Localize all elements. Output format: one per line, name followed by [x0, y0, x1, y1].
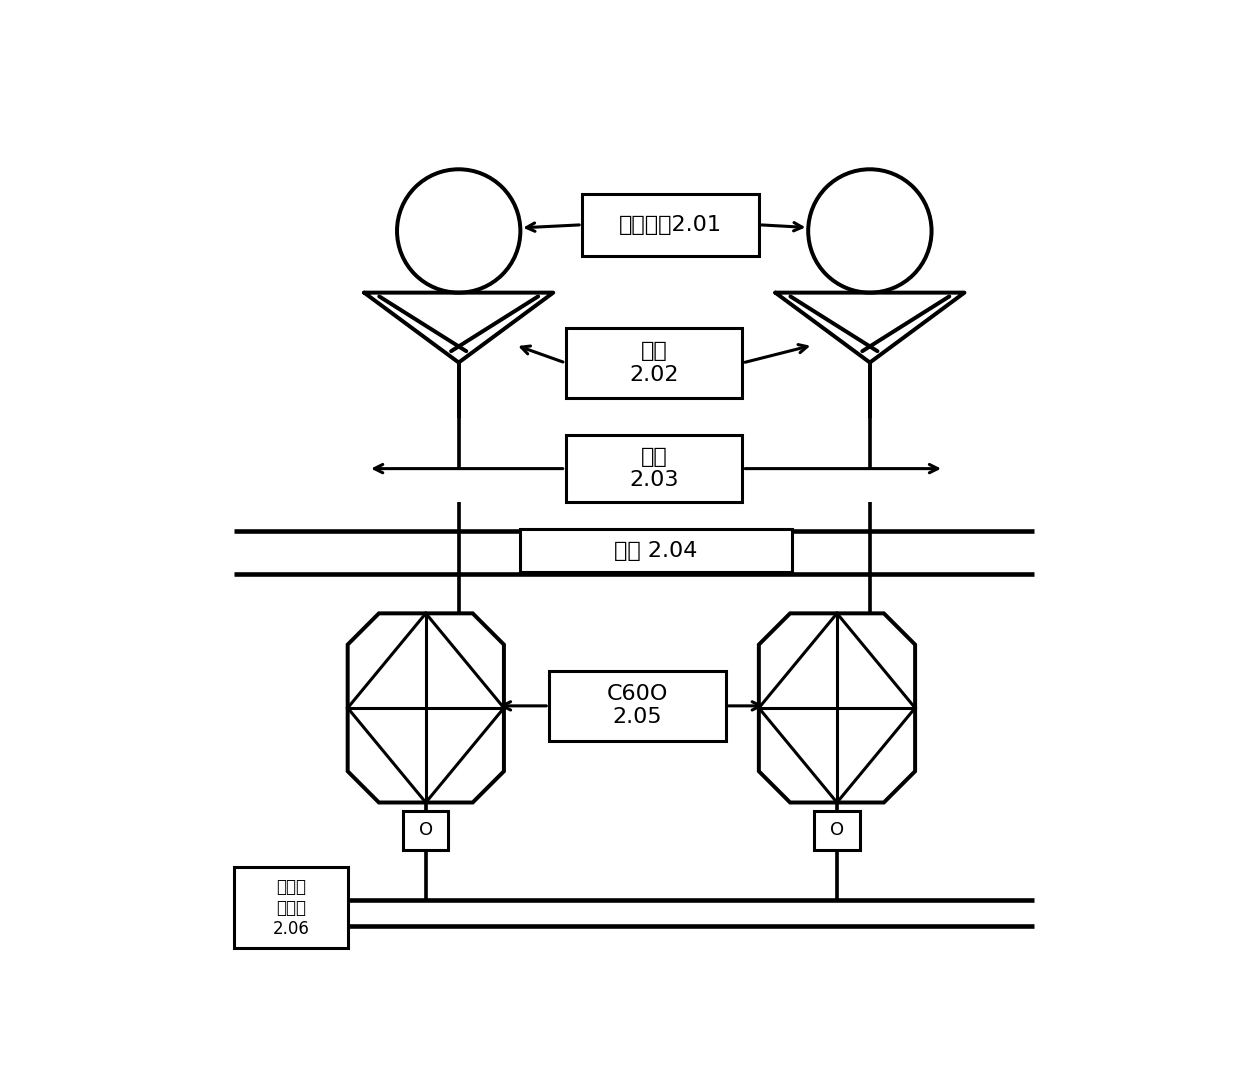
- Bar: [582, 194, 759, 255]
- Circle shape: [397, 169, 521, 293]
- Text: C60O
2.05: C60O 2.05: [606, 685, 668, 727]
- Bar: [403, 811, 449, 850]
- Text: 抗原
2.02: 抗原 2.02: [629, 342, 678, 384]
- Bar: [565, 328, 743, 398]
- Text: 移植片
固定模
2.06: 移植片 固定模 2.06: [273, 878, 309, 938]
- Text: O: O: [419, 821, 433, 839]
- Text: 内皮细胞2.01: 内皮细胞2.01: [619, 215, 722, 235]
- Bar: [565, 435, 743, 502]
- Polygon shape: [759, 613, 915, 802]
- Text: 抗体
2.03: 抗体 2.03: [629, 447, 678, 490]
- Bar: [549, 671, 725, 741]
- Polygon shape: [347, 613, 503, 802]
- Bar: [815, 811, 859, 850]
- Bar: [521, 530, 792, 572]
- Circle shape: [808, 169, 931, 293]
- Bar: [234, 867, 347, 948]
- Text: O: O: [830, 821, 844, 839]
- Text: 基质 2.04: 基质 2.04: [614, 540, 698, 561]
